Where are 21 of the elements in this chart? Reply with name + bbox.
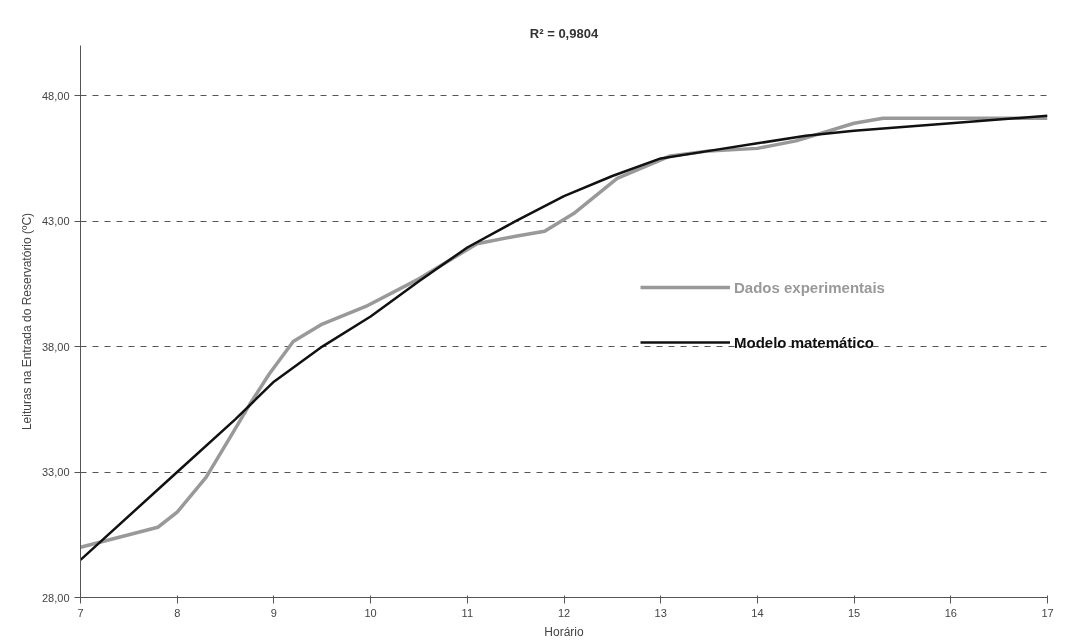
y-tick-label: 38,00 bbox=[41, 340, 70, 353]
x-tick-label: 8 bbox=[174, 606, 181, 619]
y-tick-label: 48,00 bbox=[41, 89, 70, 102]
x-tick-label: 17 bbox=[1041, 606, 1054, 619]
y-axis-title: Leituras na Entrada do Reservatório (ºC) bbox=[19, 212, 34, 431]
x-tick-label: 10 bbox=[364, 606, 377, 619]
y-tick-label: 33,00 bbox=[41, 466, 70, 479]
x-tick-label: 11 bbox=[461, 606, 474, 619]
x-tick-label: 16 bbox=[944, 606, 957, 619]
y-tick-label: 28,00 bbox=[41, 591, 70, 604]
text: Dados experimentais bbox=[734, 278, 885, 296]
x-tick-label: 15 bbox=[847, 606, 861, 619]
text: R² = 0,9804 bbox=[529, 25, 599, 41]
y-tick-label: 43,00 bbox=[41, 215, 70, 228]
x-tick-label: 12 bbox=[557, 606, 571, 619]
text: Modelo matemático bbox=[734, 333, 875, 351]
x-tick-label: 9 bbox=[270, 606, 277, 619]
x-axis-title: Horário bbox=[544, 624, 584, 639]
x-tick-label: 7 bbox=[77, 606, 84, 619]
x-tick-label: 13 bbox=[654, 606, 667, 619]
x-tick-label: 14 bbox=[751, 606, 764, 619]
